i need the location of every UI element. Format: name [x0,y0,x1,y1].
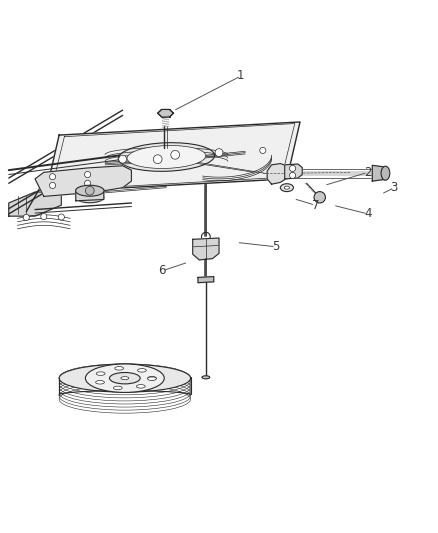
Ellipse shape [75,192,104,203]
Text: 2: 2 [364,166,372,179]
Polygon shape [267,164,289,184]
Circle shape [23,214,29,221]
Circle shape [153,155,162,164]
Circle shape [41,214,47,220]
Ellipse shape [95,381,104,384]
Ellipse shape [121,377,129,379]
Polygon shape [158,109,173,117]
Ellipse shape [59,364,191,392]
Text: 4: 4 [364,207,372,221]
Ellipse shape [202,376,210,379]
Polygon shape [46,122,300,192]
Text: 1: 1 [237,69,245,83]
Circle shape [171,150,180,159]
Text: 5: 5 [272,240,279,253]
Text: 7: 7 [311,199,319,212]
Circle shape [58,214,64,220]
Circle shape [85,180,91,187]
Polygon shape [193,238,219,260]
Ellipse shape [96,372,105,375]
Polygon shape [372,165,385,181]
Circle shape [260,147,266,154]
Polygon shape [285,164,302,179]
Ellipse shape [118,143,215,171]
Polygon shape [198,277,214,282]
Text: 6: 6 [158,264,166,277]
Ellipse shape [148,376,156,380]
Ellipse shape [284,186,290,189]
Polygon shape [76,189,104,201]
Ellipse shape [136,385,145,388]
Ellipse shape [127,146,206,168]
Circle shape [49,182,56,189]
Ellipse shape [381,166,390,180]
Ellipse shape [75,185,104,196]
Circle shape [85,187,94,195]
Ellipse shape [115,367,124,370]
Polygon shape [35,166,131,197]
Circle shape [290,165,296,172]
Ellipse shape [280,184,293,191]
Ellipse shape [113,386,122,390]
Circle shape [215,149,223,157]
Ellipse shape [85,364,164,392]
Ellipse shape [138,369,146,372]
Circle shape [49,174,56,180]
Circle shape [314,191,325,203]
Polygon shape [9,192,61,216]
Text: 3: 3 [391,181,398,194]
Ellipse shape [110,373,140,384]
Ellipse shape [148,377,156,381]
Circle shape [290,172,296,179]
Circle shape [85,172,91,177]
Circle shape [119,155,127,163]
